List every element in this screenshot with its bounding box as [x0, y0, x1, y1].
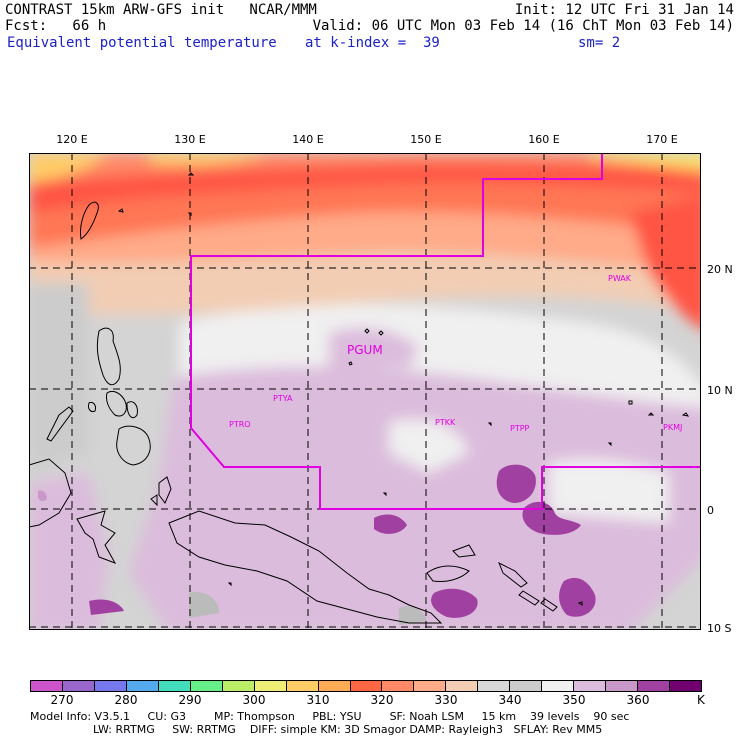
lon-label-120: 120 E	[56, 133, 88, 146]
colorbar-swatch	[93, 681, 126, 691]
colorbar-label: 330	[434, 693, 458, 707]
lon-label-150: 150 E	[410, 133, 442, 146]
colorbar-swatch	[349, 681, 382, 691]
station-ptro: PTRO	[229, 420, 251, 429]
station-ptkk: PTKK	[435, 418, 456, 427]
station-ptya: PTYA	[273, 394, 293, 403]
colorbar-swatch	[253, 681, 286, 691]
station-pwak: PWAK	[608, 274, 632, 283]
colorbar	[30, 680, 702, 692]
station-pgum: PGUM	[347, 343, 383, 357]
colorbar-swatch	[31, 681, 62, 691]
colorbar-label: 360	[626, 693, 650, 707]
smoothing: sm= 2	[578, 35, 621, 51]
colorbar-swatch	[573, 681, 606, 691]
model-info-line2: LW: RRTMG SW: RRTMG DIFF: simple KM: 3D …	[30, 723, 603, 736]
colorbar-label: 310	[306, 693, 330, 707]
colorbar-swatch	[189, 681, 222, 691]
region-boundary	[190, 153, 701, 510]
level-index: at k-index = 39	[305, 35, 440, 51]
colorbar-swatch	[669, 681, 702, 691]
forecast-hour: Fcst: 66 h	[5, 18, 107, 34]
colorbar-label: 340	[498, 693, 522, 707]
colorbar-swatch	[285, 681, 318, 691]
colorbar-swatch	[157, 681, 190, 691]
colorbar-swatch	[125, 681, 158, 691]
model-info-line1: Model Info: V3.5.1 CU: G3 MP: Thompson P…	[30, 710, 630, 723]
lon-label-170: 170 E	[646, 133, 678, 146]
station-ptpp: PTPP	[510, 424, 530, 433]
colorbar-swatch	[509, 681, 542, 691]
model-title: CONTRAST 15km ARW-GFS init NCAR/MMM	[5, 2, 317, 18]
colorbar-swatch	[61, 681, 94, 691]
lat-label-10s: 10 S	[707, 622, 732, 635]
convective-cells	[38, 464, 596, 618]
colorbar-swatch	[381, 681, 414, 691]
colorbar-swatch	[541, 681, 574, 691]
colorbar-unit: K	[697, 693, 705, 707]
theta-e-map: PGUM PTYA PTRO PTKK PTPP PWAK PKMJ	[29, 153, 701, 630]
colorbar-label: 320	[370, 693, 394, 707]
valid-time: Valid: 06 UTC Mon 03 Feb 14 (16 ChT Mon …	[312, 18, 734, 34]
shaded-field	[29, 153, 701, 630]
colorbar-swatch	[605, 681, 638, 691]
station-pkmj: PKMJ	[663, 423, 682, 432]
coastlines	[29, 172, 690, 624]
lon-label-130: 130 E	[174, 133, 206, 146]
map-frame	[29, 153, 701, 630]
lon-label-160: 160 E	[528, 133, 560, 146]
init-time: Init: 12 UTC Fri 31 Jan 14	[514, 2, 734, 18]
field-name: Equivalent potential temperature	[7, 35, 277, 51]
colorbar-label: 270	[50, 693, 74, 707]
colorbar-swatch	[317, 681, 350, 691]
lon-label-140: 140 E	[292, 133, 324, 146]
colorbar-label: 290	[178, 693, 202, 707]
colorbar-label: 350	[562, 693, 586, 707]
lat-label-0: 0	[707, 504, 714, 517]
colorbar-swatch	[637, 681, 670, 691]
colorbar-swatch	[221, 681, 254, 691]
colorbar-swatch	[477, 681, 510, 691]
colorbar-label: 300	[242, 693, 266, 707]
lat-label-10n: 10 N	[707, 384, 733, 397]
colorbar-swatch	[413, 681, 446, 691]
colorbar-label: 280	[114, 693, 138, 707]
lat-label-20n: 20 N	[707, 263, 733, 276]
colorbar-swatch	[445, 681, 478, 691]
station-labels: PGUM PTYA PTRO PTKK PTPP PWAK PKMJ	[229, 274, 682, 433]
